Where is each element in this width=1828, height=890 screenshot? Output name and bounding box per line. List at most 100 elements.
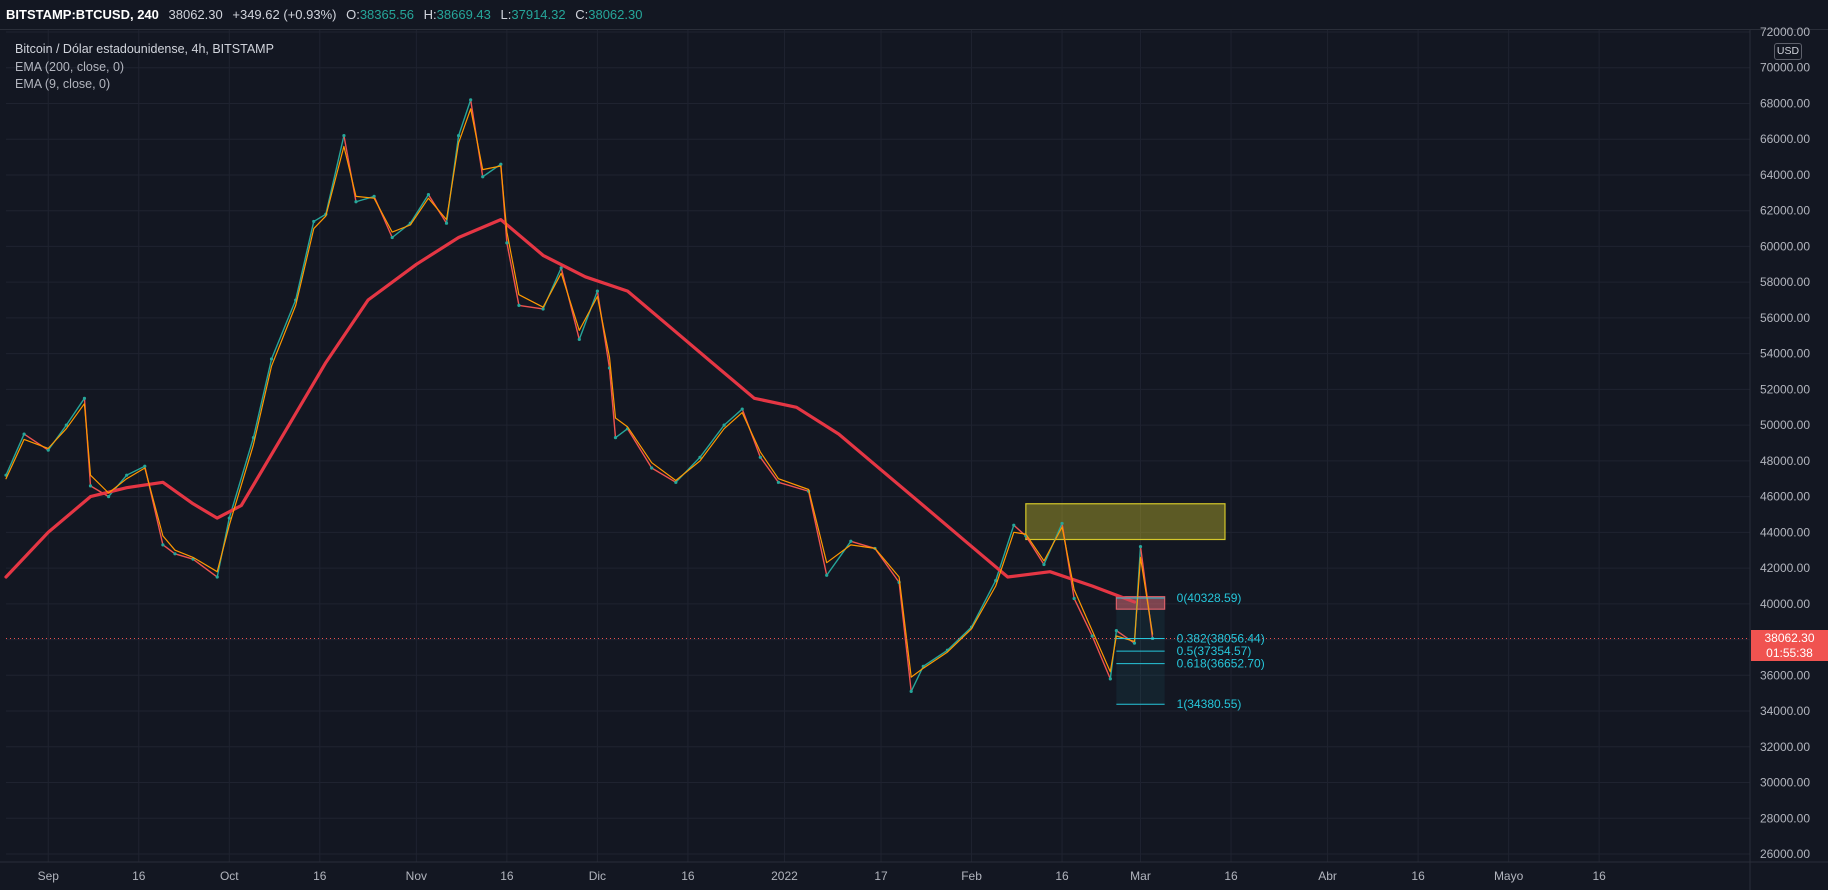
x-tick-label: 2022 xyxy=(771,869,798,883)
supply-zone[interactable] xyxy=(1025,503,1226,541)
price-segment xyxy=(898,582,912,692)
y-tick-label: 72000.00 xyxy=(1760,25,1810,39)
x-tick-label: Nov xyxy=(406,869,427,883)
y-tick-label: 28000.00 xyxy=(1760,811,1810,825)
x-tick-label: Dic xyxy=(589,869,606,883)
price-point xyxy=(481,175,485,179)
fib-level-label: 0(40328.59) xyxy=(1177,591,1242,605)
y-tick-label: 56000.00 xyxy=(1760,311,1810,325)
price-point xyxy=(776,480,781,484)
y-tick-label: 26000.00 xyxy=(1760,847,1810,861)
legend-ema200[interactable]: EMA (200, close, 0) xyxy=(15,59,125,74)
price-point xyxy=(354,200,358,204)
legend-ema9[interactable]: EMA (9, close, 0) xyxy=(15,77,111,91)
symbol-header: BITSTAMP:BTCUSD, 240 38062.30 +349.62 (+… xyxy=(0,0,1828,30)
legend-main-series[interactable]: Bitcoin / Dólar estadounidense, 4h, BITS… xyxy=(15,42,274,56)
price-point xyxy=(143,464,147,468)
price-point xyxy=(1090,634,1094,638)
y-tick-label: 30000.00 xyxy=(1760,776,1810,790)
fib-level-label: 0.382(38056.44) xyxy=(1177,632,1265,646)
price-segment xyxy=(778,481,809,492)
price-point xyxy=(541,307,545,311)
price-segment xyxy=(518,304,544,310)
price-point xyxy=(390,235,394,240)
price-segment xyxy=(126,465,146,476)
price-segment xyxy=(391,222,411,239)
price-point xyxy=(372,194,376,198)
x-tick-label: Oct xyxy=(220,869,239,883)
symbol-label[interactable]: BITSTAMP:BTCUSD, 240 xyxy=(6,7,159,22)
y-tick-label: 32000.00 xyxy=(1760,740,1810,754)
price-segment xyxy=(759,456,779,483)
price-point xyxy=(577,337,581,341)
price-point xyxy=(426,193,431,197)
price-point xyxy=(740,407,744,411)
y-tick-label: 58000.00 xyxy=(1760,275,1810,289)
x-tick-label: 16 xyxy=(313,869,327,883)
series-lines xyxy=(4,98,1750,693)
y-tick-label: 68000.00 xyxy=(1760,96,1810,110)
price-segment xyxy=(826,540,852,576)
last-price-tag: 38062.30 01:55:38 xyxy=(1751,630,1828,662)
price-segment xyxy=(910,666,924,692)
price-axis[interactable]: 26000.00 28000.00 30000.00 32000.00 34000.00… xyxy=(1749,25,1810,890)
price-point xyxy=(825,573,829,577)
price-point xyxy=(613,436,618,440)
x-tick-label: Mayo xyxy=(1494,869,1524,883)
x-tick-label: Sep xyxy=(38,869,60,883)
price-point xyxy=(595,289,599,293)
fib-level-label: 0.618(36652.70) xyxy=(1177,657,1265,671)
currency-badge[interactable]: USD xyxy=(1774,43,1802,60)
last-price-tag-value: 38062.30 xyxy=(1764,631,1815,646)
price-segment xyxy=(252,358,273,438)
price-segment xyxy=(995,524,1015,581)
y-tick-label: 52000.00 xyxy=(1760,382,1810,396)
ema200-line xyxy=(4,218,1137,604)
y-tick-label: 42000.00 xyxy=(1760,561,1810,575)
high-value: 38669.43 xyxy=(436,7,491,22)
price-point xyxy=(46,448,50,452)
y-tick-label: 50000.00 xyxy=(1760,418,1810,432)
price-segment xyxy=(162,544,176,555)
high-label: H: xyxy=(423,7,437,22)
price-segment xyxy=(294,221,315,301)
price-segment xyxy=(228,437,255,519)
price-point xyxy=(1108,677,1112,681)
chart-legend: Bitcoin / Dólar estadounidense, 4h, BITS… xyxy=(15,41,274,94)
price-change: +349.62 (+0.93%) xyxy=(232,7,337,22)
price-point xyxy=(161,543,165,547)
time-axis[interactable]: Sep 16 Oct 16 Nov 16 Dic 16 2022 17 Feb 16 Mar 16 Abr 1… xyxy=(0,861,1828,883)
price-segment xyxy=(65,397,86,426)
price-segment xyxy=(723,408,743,426)
close-value: 38062.30 xyxy=(588,7,643,22)
price-point xyxy=(1114,629,1118,633)
price-segment xyxy=(578,290,599,340)
price-point xyxy=(227,516,231,520)
price-segment xyxy=(506,242,520,306)
price-point xyxy=(82,396,87,400)
price-segment xyxy=(675,456,701,483)
price-segment xyxy=(313,213,327,223)
y-tick-label: 64000.00 xyxy=(1760,168,1810,182)
price-point xyxy=(312,219,316,224)
price-segment xyxy=(457,99,472,136)
y-tick-label: 44000.00 xyxy=(1760,525,1810,539)
price-segment xyxy=(626,428,653,469)
x-tick-label: 16 xyxy=(1055,869,1069,883)
price-segment xyxy=(1073,598,1093,637)
price-point xyxy=(106,495,111,499)
price-segment xyxy=(608,367,617,438)
fibonacci-retracement[interactable]: 0(40328.59) 0.382(38056.44)0.5(37354.57)0… xyxy=(1116,591,1265,711)
price-segment xyxy=(1025,535,1045,565)
price-segment xyxy=(946,626,973,651)
price-segment xyxy=(325,135,345,215)
y-tick-label: 34000.00 xyxy=(1760,704,1810,718)
y-tick-label: 54000.00 xyxy=(1760,347,1810,361)
price-point xyxy=(456,134,461,138)
price-point xyxy=(674,480,678,484)
low-value: 37914.32 xyxy=(511,7,566,22)
price-point xyxy=(1132,641,1137,645)
price-segment xyxy=(23,433,49,451)
price-point xyxy=(251,436,256,440)
